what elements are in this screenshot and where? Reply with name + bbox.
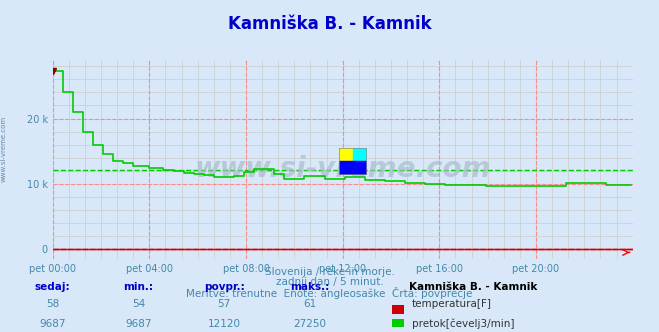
Text: www.si-vreme.com: www.si-vreme.com [194,155,491,183]
Text: Kamniška B. - Kamnik: Kamniška B. - Kamnik [228,15,431,33]
Text: 27250: 27250 [293,319,326,329]
Text: www.si-vreme.com: www.si-vreme.com [0,116,7,183]
Text: 58: 58 [46,299,59,309]
Text: Kamniška B. - Kamnik: Kamniška B. - Kamnik [409,282,537,292]
Text: maks.:: maks.: [290,282,330,292]
Text: temperatura[F]: temperatura[F] [412,299,492,309]
Text: 9687: 9687 [40,319,66,329]
Text: min.:: min.: [123,282,154,292]
Text: Slovenija / reke in morje.: Slovenija / reke in morje. [264,267,395,277]
Text: sedaj:: sedaj: [35,282,71,292]
Text: povpr.:: povpr.: [204,282,244,292]
Text: 57: 57 [217,299,231,309]
Text: 61: 61 [303,299,316,309]
Text: 12120: 12120 [208,319,241,329]
Text: Meritve: trenutne  Enote: angleosaške  Črta: povprečje: Meritve: trenutne Enote: angleosaške Črt… [186,287,473,299]
Text: pretok[čevelj3/min]: pretok[čevelj3/min] [412,319,515,329]
Text: 9687: 9687 [125,319,152,329]
Text: 54: 54 [132,299,145,309]
Text: zadnji dan / 5 minut.: zadnji dan / 5 minut. [275,277,384,287]
